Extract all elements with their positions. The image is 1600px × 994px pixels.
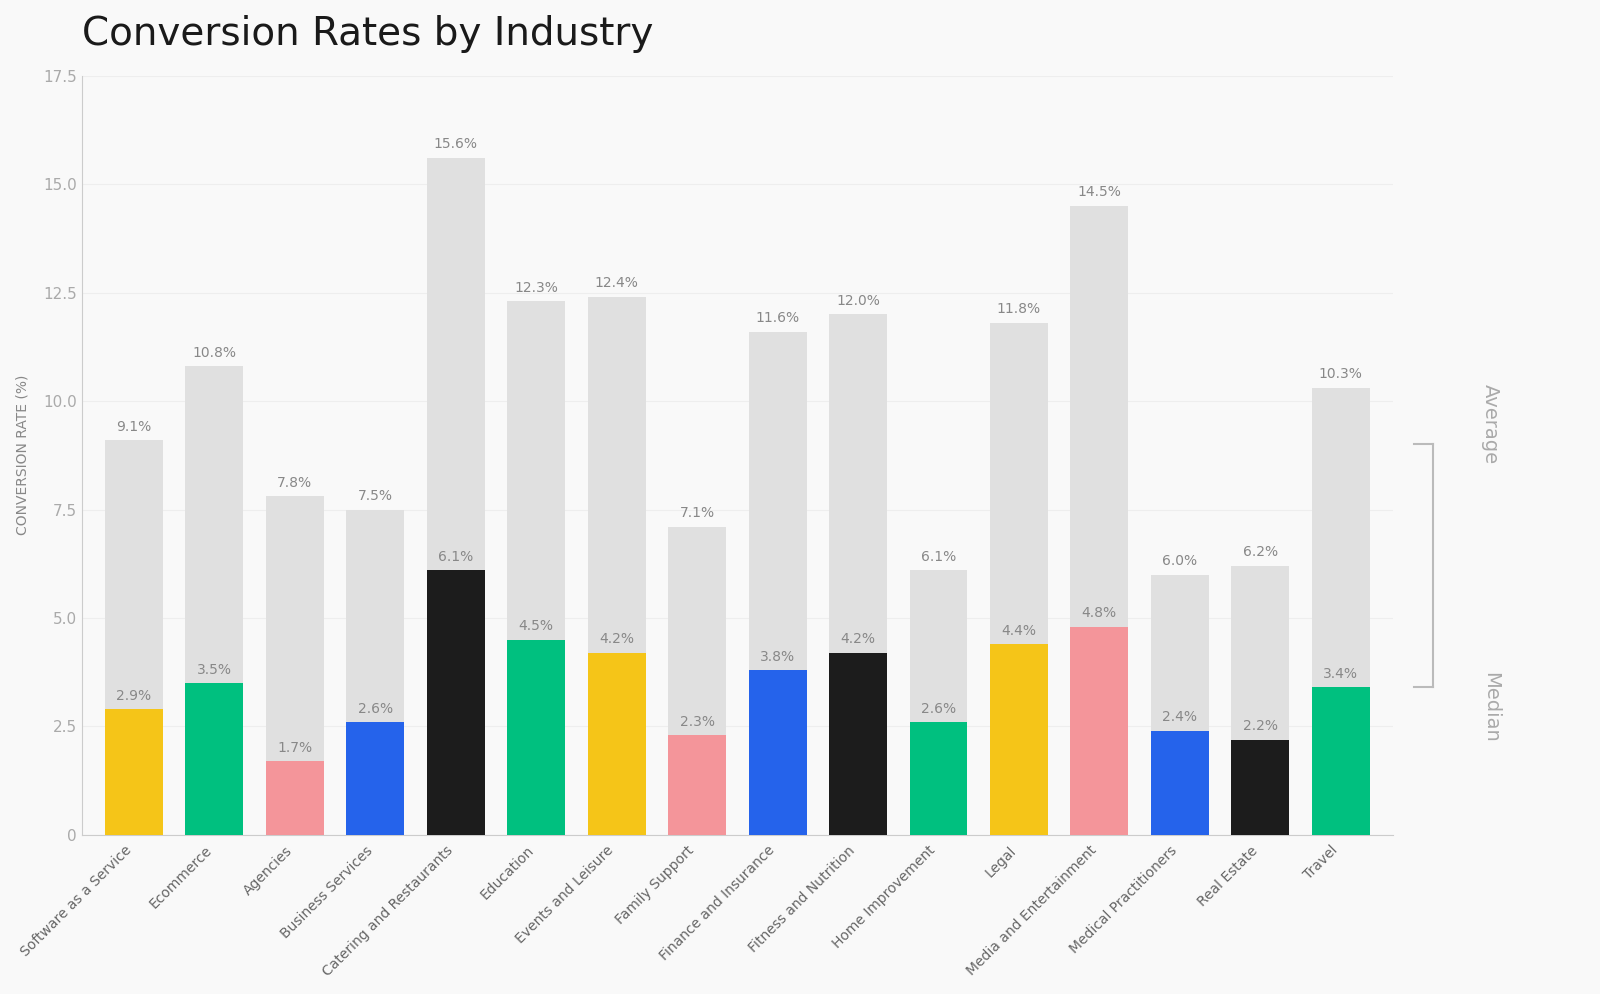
Text: 3.8%: 3.8% [760,649,795,664]
Bar [266,761,323,835]
Text: 4.2%: 4.2% [598,632,634,646]
Text: Conversion Rates by Industry: Conversion Rates by Industry [82,15,653,53]
Text: 10.3%: 10.3% [1318,368,1363,382]
Bar [1150,731,1208,835]
Text: 12.3%: 12.3% [514,280,558,294]
Bar [909,723,968,835]
Text: 2.6%: 2.6% [358,702,394,716]
Bar [669,527,726,835]
Text: 11.8%: 11.8% [997,302,1042,316]
Bar [1232,740,1290,835]
Bar [587,297,646,835]
Text: 4.2%: 4.2% [840,632,875,646]
Text: 2.4%: 2.4% [1162,711,1197,725]
Bar [1232,566,1290,835]
Bar [346,723,405,835]
Text: 7.1%: 7.1% [680,506,715,521]
Bar [1150,575,1208,835]
Text: 4.8%: 4.8% [1082,606,1117,620]
Text: 6.2%: 6.2% [1243,546,1278,560]
Bar [507,301,565,835]
Bar [749,670,806,835]
Text: 4.4%: 4.4% [1002,623,1037,637]
Bar [186,683,243,835]
Bar [829,653,886,835]
Bar [427,571,485,835]
Text: 1.7%: 1.7% [277,741,312,754]
Text: 2.6%: 2.6% [922,702,957,716]
Bar [1312,688,1370,835]
Bar [106,709,163,835]
Bar [346,510,405,835]
Text: 7.8%: 7.8% [277,476,312,490]
Text: Median: Median [1482,672,1501,743]
Bar [990,644,1048,835]
Bar [587,653,646,835]
Text: 6.1%: 6.1% [922,550,957,564]
Text: Average: Average [1482,385,1501,464]
Text: 10.8%: 10.8% [192,346,237,360]
Bar [1070,206,1128,835]
Text: 6.0%: 6.0% [1162,554,1197,569]
Bar [669,736,726,835]
Text: 11.6%: 11.6% [755,311,800,325]
Text: 2.2%: 2.2% [1243,719,1278,733]
Text: 7.5%: 7.5% [358,489,394,503]
Bar [909,571,968,835]
Bar [749,332,806,835]
Text: 9.1%: 9.1% [117,419,152,433]
Text: 12.4%: 12.4% [595,276,638,290]
Text: 14.5%: 14.5% [1077,185,1122,199]
Text: 2.3%: 2.3% [680,715,715,729]
Bar [507,640,565,835]
Y-axis label: CONVERSION RATE (%): CONVERSION RATE (%) [14,375,29,536]
Bar [106,440,163,835]
Bar [1312,388,1370,835]
Text: 15.6%: 15.6% [434,137,478,151]
Text: 12.0%: 12.0% [837,293,880,308]
Bar [990,323,1048,835]
Text: 4.5%: 4.5% [518,619,554,633]
Bar [427,158,485,835]
Bar [266,496,323,835]
Bar [1070,626,1128,835]
Text: 3.4%: 3.4% [1323,667,1358,681]
Text: 3.5%: 3.5% [197,663,232,677]
Text: 2.9%: 2.9% [117,689,152,703]
Bar [829,314,886,835]
Bar [186,367,243,835]
Text: 6.1%: 6.1% [438,550,474,564]
